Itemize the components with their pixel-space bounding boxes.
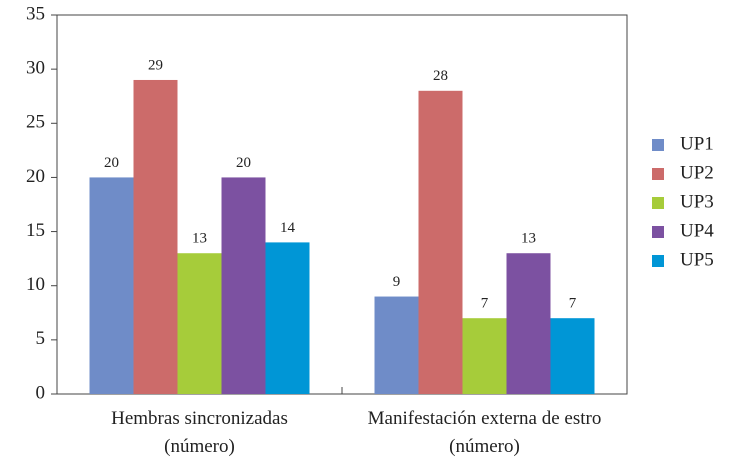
legend-swatch xyxy=(652,197,664,209)
x-tick-label: Manifestación externa de estro (número) xyxy=(368,408,602,457)
bar xyxy=(221,177,266,394)
legend-label: UP2 xyxy=(680,162,714,183)
bar xyxy=(177,253,222,394)
value-label: 28 xyxy=(433,68,448,84)
value-label: 7 xyxy=(481,296,489,312)
x-tick-label-line: (número) xyxy=(449,436,520,457)
bar xyxy=(462,318,507,394)
bar xyxy=(374,296,419,394)
legend-label: UP4 xyxy=(680,220,714,241)
value-label: 9 xyxy=(393,274,401,290)
value-label: 29 xyxy=(148,57,163,73)
y-tick-label: 35 xyxy=(26,3,45,24)
value-label: 20 xyxy=(104,155,119,171)
x-tick-label-line: Manifestación externa de estro xyxy=(368,408,602,429)
value-label: 20 xyxy=(236,155,251,171)
y-tick-label: 10 xyxy=(26,274,45,295)
y-tick-label: 5 xyxy=(36,328,46,349)
y-tick-label: 15 xyxy=(26,220,45,241)
bar xyxy=(418,90,463,395)
legend-swatch xyxy=(652,226,664,238)
value-label: 14 xyxy=(280,220,296,236)
value-label: 7 xyxy=(569,296,577,312)
value-label: 13 xyxy=(521,231,536,247)
bar xyxy=(550,318,595,394)
bar xyxy=(506,253,551,394)
x-tick-label-line: (número) xyxy=(164,436,235,457)
legend-swatch xyxy=(652,139,664,151)
x-tick-label: Hembras sincronizadas (número) xyxy=(111,408,288,457)
legend-label: UP1 xyxy=(680,133,714,154)
bar xyxy=(265,242,310,394)
legend-label: UP5 xyxy=(680,249,714,270)
y-tick-label: 20 xyxy=(26,166,45,187)
value-label: 13 xyxy=(192,231,207,247)
bar xyxy=(89,177,134,394)
y-tick-label: 25 xyxy=(26,112,45,133)
legend-swatch xyxy=(652,168,664,180)
legend-swatch xyxy=(652,255,664,267)
y-tick-label: 30 xyxy=(26,58,45,79)
y-tick-label: 0 xyxy=(36,382,46,403)
legend-label: UP3 xyxy=(680,191,714,212)
x-tick-label-line: Hembras sincronizadas xyxy=(111,408,288,429)
bar xyxy=(133,79,178,394)
